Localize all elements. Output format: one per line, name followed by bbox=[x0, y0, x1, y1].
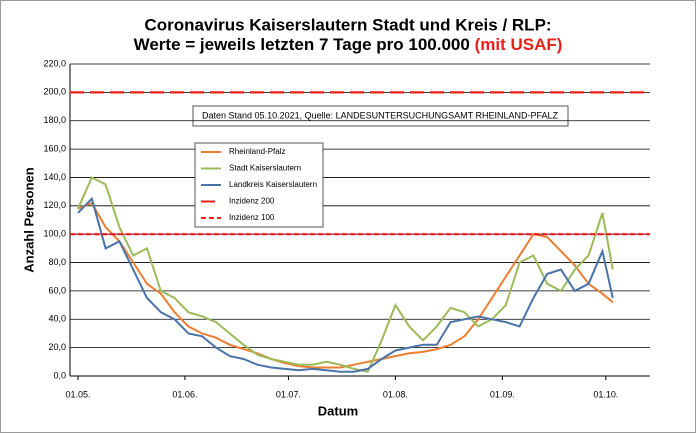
chart-title: Werte = jeweils letzten 7 Tage pro 100.0… bbox=[134, 35, 563, 54]
legend-label: Stadt Kaiserslautern bbox=[229, 164, 301, 173]
y-tick-label: 180,0 bbox=[43, 115, 66, 125]
x-tick-label: 01.06. bbox=[172, 389, 197, 399]
y-tick-label: 80,0 bbox=[48, 257, 66, 267]
series-line bbox=[77, 196, 614, 373]
legend-label: Inzidenz 200 bbox=[229, 197, 275, 206]
x-tick-label: 01.05. bbox=[65, 389, 90, 399]
series-line bbox=[77, 176, 614, 373]
y-axis-label: Anzahl Personen bbox=[21, 167, 36, 273]
annotation: Daten Stand 05.10.2021, Quelle: LANDESUN… bbox=[202, 110, 558, 120]
y-tick-label: 160,0 bbox=[43, 143, 66, 153]
x-axis-label: Datum bbox=[318, 403, 358, 418]
legend-label: Inzidenz 100 bbox=[229, 213, 275, 222]
y-tick-label: 60,0 bbox=[48, 285, 66, 295]
y-tick-label: 220,0 bbox=[43, 58, 66, 68]
title-text: Werte = jeweils letzten 7 Tage pro 100.0… bbox=[134, 35, 470, 54]
y-tick-label: 100,0 bbox=[43, 229, 66, 239]
y-tick-label: 0,0 bbox=[53, 370, 66, 380]
y-tick-label: 20,0 bbox=[48, 342, 66, 352]
y-tick-label: 140,0 bbox=[43, 172, 66, 182]
chart-title: Coronavirus Kaiserslautern Stadt und Kre… bbox=[144, 15, 551, 34]
y-tick-label: 40,0 bbox=[48, 314, 66, 324]
title-highlight: (mit USAF) bbox=[475, 35, 563, 54]
legend-label: Rheinland-Pfalz bbox=[229, 147, 285, 156]
legend-label: Landkreis Kaiserslautern bbox=[229, 180, 317, 189]
x-tick-label: 01.10. bbox=[593, 389, 618, 399]
y-tick-label: 200,0 bbox=[43, 87, 66, 97]
x-tick-label: 01.09. bbox=[490, 389, 515, 399]
y-tick-label: 120,0 bbox=[43, 200, 66, 210]
x-tick-label: 01.07. bbox=[276, 389, 301, 399]
x-tick-label: 01.08. bbox=[383, 389, 408, 399]
